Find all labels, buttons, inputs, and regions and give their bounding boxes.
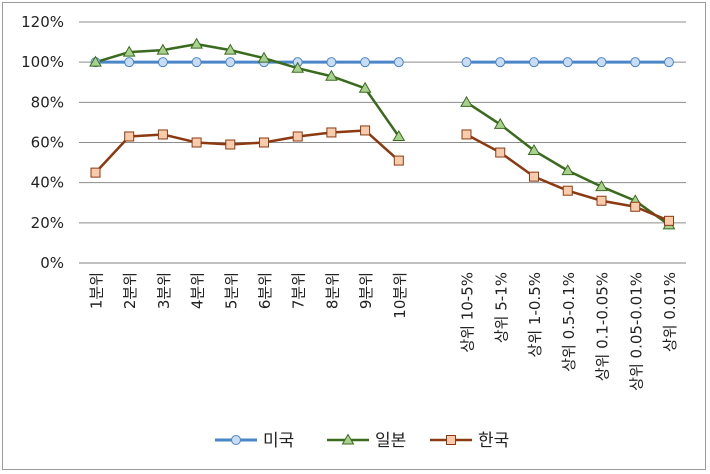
data-point [562, 185, 573, 196]
data-point [90, 167, 101, 178]
x-tick-label: 상위 0.01% [661, 272, 679, 352]
data-point [291, 61, 305, 73]
data-point [664, 215, 674, 226]
x-tick-label: 10분위 [391, 272, 409, 319]
data-point [393, 155, 404, 166]
x-tick-label: 3분위 [155, 272, 173, 309]
data-point [156, 43, 170, 55]
x-tick-label: 8분위 [323, 272, 341, 309]
data-point [493, 117, 507, 129]
data-point [122, 45, 136, 57]
legend-marker [231, 435, 241, 445]
x-tick-label: 5분위 [222, 272, 240, 309]
x-tick-label: 상위 0.5-0.1% [560, 272, 578, 372]
data-point [326, 127, 337, 138]
x-tick-label: 상위 10-5% [459, 272, 477, 353]
data-point [223, 43, 237, 55]
data-point [527, 144, 541, 156]
data-point [461, 129, 472, 140]
y-tick-label: 20% [31, 214, 64, 232]
x-tick-label: 1분위 [88, 272, 106, 309]
data-point [561, 164, 575, 176]
data-point [225, 139, 236, 150]
data-point [190, 37, 203, 49]
x-tick-label: 4분위 [189, 272, 207, 309]
y-tick-label: 40% [31, 174, 64, 192]
data-point [630, 57, 641, 68]
x-tick-label: 6분위 [256, 272, 274, 309]
data-point [257, 51, 271, 63]
data-point [529, 57, 539, 68]
y-tick-label: 120% [21, 13, 64, 31]
data-point [495, 147, 506, 158]
legend-label: 한국 [478, 431, 509, 451]
data-point [259, 137, 269, 148]
data-point [89, 55, 102, 67]
data-point [325, 69, 338, 81]
x-tick-label: 9분위 [357, 272, 375, 309]
data-point [191, 57, 202, 68]
y-tick-label: 80% [31, 93, 64, 111]
data-point [562, 57, 573, 68]
legend-marker [341, 433, 355, 445]
data-point [225, 57, 236, 68]
data-point [326, 57, 337, 68]
data-point [157, 129, 168, 140]
x-tick-label: 2분위 [121, 272, 139, 309]
data-point [630, 201, 641, 212]
data-point [124, 131, 135, 142]
x-tick-label: 상위 0.05-0.01% [627, 272, 645, 391]
data-point [664, 57, 674, 68]
data-point [529, 171, 539, 182]
series-line [95, 42, 400, 138]
x-tick-label: 상위 1-0.5% [526, 272, 544, 357]
legend-marker [446, 435, 456, 445]
data-point [157, 57, 168, 68]
y-tick-label: 60% [31, 134, 64, 152]
chart-frame [2, 2, 706, 470]
data-point [460, 95, 473, 107]
x-tick-label: 7분위 [290, 272, 308, 309]
data-point [596, 57, 607, 68]
data-point [393, 57, 404, 68]
y-tick-label: 0% [40, 254, 64, 272]
data-point [360, 57, 371, 68]
data-point [461, 57, 472, 68]
legend-label: 일본 [375, 431, 406, 451]
data-point [292, 131, 303, 142]
data-point [596, 195, 607, 206]
data-point [358, 81, 372, 93]
data-point [392, 129, 406, 141]
data-point [124, 57, 135, 68]
x-tick-label: 상위 0.1-0.05% [594, 272, 612, 381]
legend-label: 미국 [263, 431, 294, 451]
data-point [191, 137, 202, 148]
data-point [360, 125, 371, 136]
data-point [495, 57, 506, 68]
series-line [94, 129, 400, 174]
x-tick-label: 상위 5-1% [492, 272, 510, 343]
y-tick-label: 100% [21, 53, 64, 71]
data-point [595, 180, 608, 192]
